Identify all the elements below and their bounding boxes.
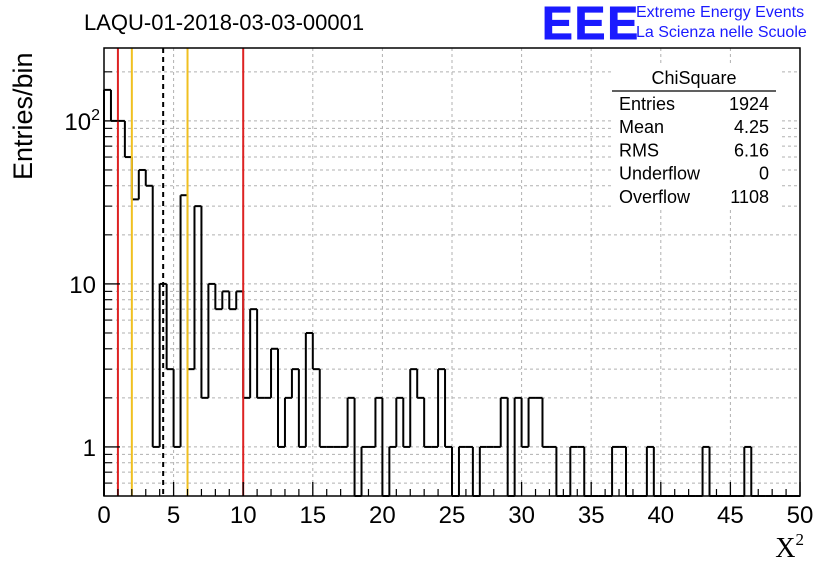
logo-line-1: Extreme Energy Events: [636, 4, 805, 21]
x-tick-label: 10: [230, 502, 257, 529]
x-axis-label-exponent: 2: [795, 530, 805, 549]
stats-row-label: Overflow: [619, 187, 691, 207]
x-tick-label: 45: [717, 502, 744, 529]
chart-title: LAQU-01-2018-03-03-00001: [84, 10, 365, 35]
x-tick-label: 15: [299, 502, 326, 529]
stats-row-label: Entries: [619, 94, 675, 114]
stats-row-value: 0: [759, 164, 769, 184]
stats-row-label: Mean: [619, 117, 664, 137]
x-axis-label: X2: [775, 530, 804, 565]
x-tick-label: 5: [167, 502, 180, 529]
x-axis-label-base: X: [775, 533, 796, 564]
stats-row-value: 1108: [730, 187, 769, 207]
stats-rows: Entries 1924 Mean 4.25 RMS 6.16 Underflow 0 Over…: [619, 94, 769, 207]
stats-row-value: 6.16: [734, 140, 769, 160]
y-tick-label: 10: [69, 272, 96, 299]
stats-background: [612, 66, 780, 208]
x-tick-label: 25: [439, 502, 466, 529]
axis-ticks: 0 5 10 15 20 25 30 35 40 45 50 1 10 102: [64, 71, 814, 529]
x-tick-label: 40: [647, 502, 674, 529]
stats-row-label: RMS: [619, 140, 659, 160]
reference-lines: [116, 48, 245, 496]
x-tick-label: 0: [97, 502, 110, 529]
y-tick-label: 102: [64, 107, 100, 136]
stats-row-label: Underflow: [619, 164, 701, 184]
stats-title: ChiSquare: [651, 68, 736, 88]
stats-box: ChiSquare Entries 1924 Mean 4.25 RMS 6.16 Unde…: [612, 66, 780, 208]
logo-mark: EEE: [541, 0, 641, 50]
stats-row-value: 1924: [729, 94, 769, 114]
x-tick-label: 30: [508, 502, 535, 529]
x-tick-label: 20: [369, 502, 396, 529]
logo-line-2: La Scienza nelle Scuole: [636, 24, 807, 41]
y-tick-label: 1: [83, 435, 96, 462]
stats-row-value: 4.25: [734, 117, 769, 137]
x-tick-label: 50: [787, 502, 814, 529]
x-tick-label: 35: [578, 502, 605, 529]
